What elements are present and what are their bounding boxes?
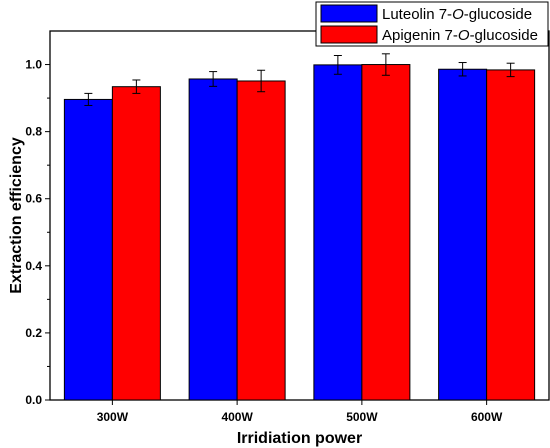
bar [63,98,113,401]
bar [313,64,363,401]
y-axis-title: Extraction efficiency [8,137,25,294]
bar [236,80,286,401]
y-tick-label: 0.6 [25,192,42,206]
x-tick-label: 300W [97,410,129,424]
y-axis: 0.0 0.2 0.4 0.6 0.8 1.0 [25,58,50,407]
bars-group [63,64,536,401]
legend: Luteolin 7-O-glucoside Apigenin 7-O-gluc… [315,1,549,47]
x-axis: 300W 400W 500W 600W [97,400,503,424]
plot-frame [49,30,550,401]
x-tick-label: 400W [221,410,253,424]
legend-swatch-luteolin [320,4,378,23]
legend-swatch-apigenin [320,25,378,44]
bar [438,68,488,401]
x-tick-label: 600W [471,410,503,424]
y-tick-label: 0.4 [25,259,42,273]
error-bars-group [84,53,515,106]
bar [188,78,238,401]
x-axis-title: Irridiation power [237,430,362,447]
bar [361,64,411,401]
x-tick-label: 500W [346,410,378,424]
y-tick-label: 1.0 [25,58,42,72]
legend-label-luteolin: Luteolin 7-O-glucoside [382,6,532,23]
y-tick-label: 0.2 [25,326,42,340]
y-tick-label: 0.0 [25,393,42,407]
y-tick-label: 0.8 [25,125,42,139]
legend-label-apigenin: Apigenin 7-O-glucoside [382,27,538,44]
bar [111,86,161,401]
bar [486,69,536,401]
